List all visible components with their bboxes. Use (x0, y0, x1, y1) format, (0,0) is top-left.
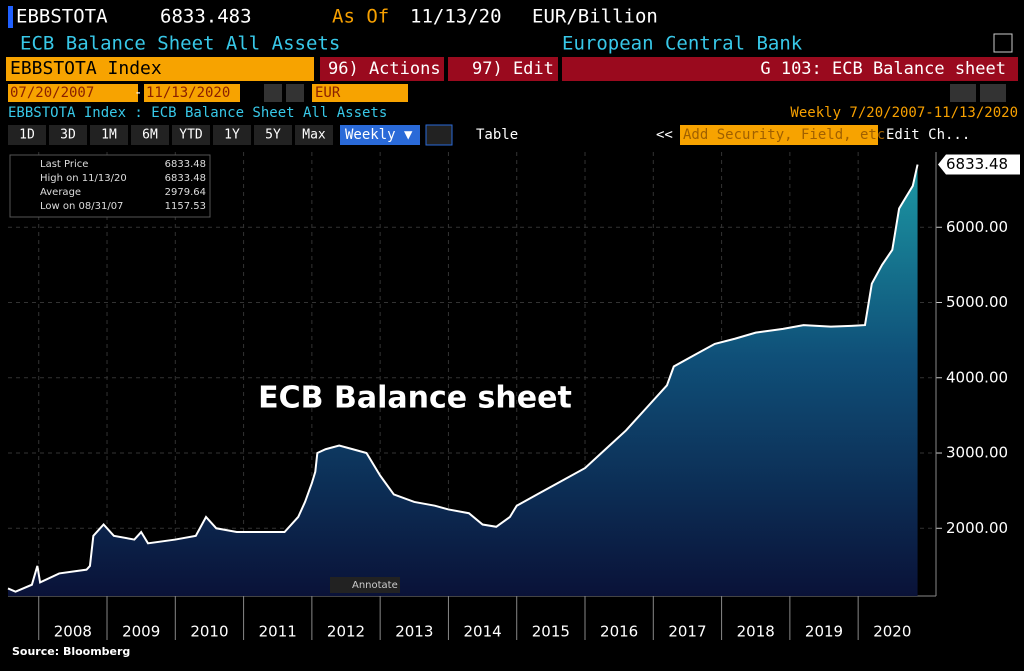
period[interactable]: 3D (60, 128, 76, 143)
last-price-label: 6833.48 (946, 155, 1008, 173)
edit-chart[interactable]: Edit Ch... (886, 127, 970, 143)
actions-button[interactable] (320, 57, 444, 81)
period-button[interactable] (90, 125, 128, 145)
area (8, 164, 918, 596)
prev-button[interactable] (264, 84, 282, 102)
x-tick-label: 2015 (532, 623, 570, 641)
x-tick-label: 2020 (873, 623, 911, 641)
end-date-box[interactable] (144, 84, 240, 102)
x-tick-label: 2011 (259, 623, 297, 641)
redo[interactable] (980, 84, 1006, 102)
frequency[interactable]: Weekly ▼ (345, 127, 413, 143)
undo[interactable] (950, 84, 976, 102)
legend-value: 6833.48 (165, 159, 206, 170)
legend-label: Low on 08/31/07 (40, 201, 123, 212)
period[interactable]: 1D (19, 128, 35, 143)
currency-box[interactable] (312, 84, 408, 102)
x-tick-label: 2016 (600, 623, 638, 641)
annotate[interactable]: Annotate (352, 580, 398, 591)
edit[interactable]: 97) Edit ▾ (472, 59, 574, 79)
period-button[interactable] (213, 125, 251, 145)
legend-value: 6833.48 (165, 173, 206, 184)
period-button[interactable] (295, 125, 333, 145)
search-box[interactable] (680, 125, 878, 145)
x-tick-label: 2018 (737, 623, 775, 641)
period[interactable]: 5Y (265, 128, 281, 143)
y-tick-label: 3000.00 (946, 444, 1008, 462)
x-tick-label: 2017 (668, 623, 706, 641)
next-button[interactable] (286, 84, 304, 102)
x-tick-label: 2014 (463, 623, 501, 641)
x-tick-label: 2012 (327, 623, 365, 641)
units: EUR/Billion (532, 6, 658, 28)
legend-label: High on 11/13/20 (40, 173, 127, 184)
security-box[interactable] (6, 57, 314, 81)
period-button[interactable] (49, 125, 87, 145)
line (7, 164, 919, 593)
period[interactable]: Max (302, 128, 326, 143)
back[interactable]: << (656, 127, 673, 143)
period[interactable]: YTD (179, 128, 203, 143)
range-dash: - (134, 85, 142, 101)
period-button[interactable] (131, 125, 169, 145)
start-date[interactable]: 07/20/2007 (10, 85, 94, 101)
chart-icon[interactable] (425, 124, 453, 146)
x-tick-label: 2013 (395, 623, 433, 641)
period[interactable]: 6M (142, 128, 158, 143)
period-button[interactable] (172, 125, 210, 145)
start-date-box[interactable] (8, 84, 138, 102)
period-button[interactable] (8, 125, 46, 145)
last-price-tag (938, 154, 1020, 175)
y-tick-label: 2000.00 (946, 519, 1008, 537)
as-of-date: 11/13/20 (410, 6, 502, 28)
subtitle-right: Weekly 7/20/2007-11/13/2020 (790, 105, 1018, 121)
footer: Source: Bloomberg (12, 645, 130, 658)
as-of-label: As Of (332, 6, 389, 28)
subtitle-left: EBBSTOTA Index : ECB Balance Sheet All A… (8, 105, 387, 121)
legend-value: 1157.53 (165, 201, 206, 212)
legend-box (9, 154, 211, 218)
source-name: European Central Bank (562, 33, 803, 55)
annotation: ECB Balance sheet (258, 381, 572, 416)
legend-label: Last Price (40, 159, 88, 170)
description: ECB Balance Sheet All Assets (20, 33, 340, 55)
page-bar (562, 57, 1018, 81)
search[interactable]: Add Security, Field, etc. (683, 127, 894, 143)
x-tick-label: 2009 (122, 623, 160, 641)
x-tick-label: 2010 (190, 623, 228, 641)
y-tick-label: 5000.00 (946, 293, 1008, 311)
table[interactable]: Table (476, 127, 518, 143)
y-tick-label: 6000.00 (946, 218, 1008, 236)
security[interactable]: EBBSTOTA Index (10, 58, 162, 79)
x-tick-label: 2019 (805, 623, 843, 641)
ticker: EBBSTOTA (16, 6, 108, 28)
legend-value: 2979.64 (165, 187, 206, 198)
popout-icon[interactable] (993, 33, 1013, 53)
x-tick-label: 2008 (54, 623, 92, 641)
page-title: G 103: ECB Balance sheet (760, 59, 1006, 79)
marker (8, 6, 13, 28)
edit-button[interactable] (448, 57, 558, 81)
legend-label: Average (40, 187, 81, 198)
currency[interactable]: EUR (315, 85, 341, 101)
period[interactable]: 1M (101, 128, 117, 143)
y-tick-label: 4000.00 (946, 368, 1008, 386)
price: 6833.483 (160, 6, 252, 28)
end-date[interactable]: 11/13/2020 (146, 85, 230, 101)
actions[interactable]: 96) Actions ▾ (328, 59, 461, 79)
frequency-button[interactable] (340, 125, 420, 145)
period-button[interactable] (254, 125, 292, 145)
period[interactable]: 1Y (224, 128, 240, 143)
annotate-button[interactable] (330, 577, 400, 593)
